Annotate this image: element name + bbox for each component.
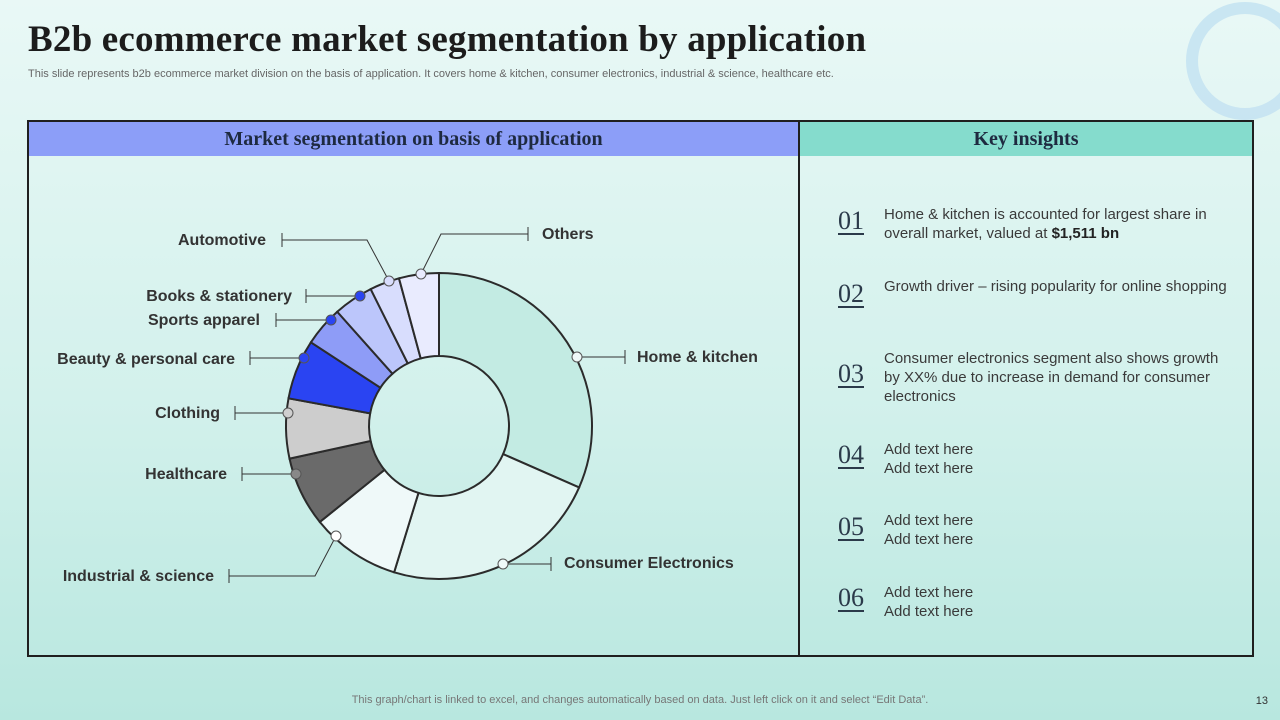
insight-number: 06 [838,583,864,612]
slice-label: Clothing [155,405,220,422]
slice-marker [415,268,427,280]
insight-highlight: $1,511 bn [1051,225,1120,242]
page-number: 13 [1255,695,1268,707]
insights-panel-header: Key insights [800,122,1252,156]
content-frame [27,120,1254,657]
page-title: B2b ecommerce market segmentation by app… [28,19,867,60]
slice-label: Automotive [178,232,266,249]
insight-number: 03 [838,359,864,388]
leader-line [229,535,337,577]
slice-marker [325,314,337,326]
slice-marker [290,468,302,480]
page-subtitle: This slide represents b2b ecommerce mark… [28,68,834,80]
slice-marker [282,407,294,419]
insight-text: Consumer electronics segment also shows … [884,349,1234,406]
slice-label: Consumer Electronics [564,555,734,572]
footer-note: This graph/chart is linked to excel, and… [351,694,929,706]
insight-text-line: Consumer electronics segment also shows … [884,350,1219,405]
slice-marker [298,352,310,364]
insight-text-line: Add text here [884,603,974,620]
slice-marker [383,275,395,287]
insight-number: 05 [838,512,864,541]
insight-text-line: Add text here [884,531,974,548]
slice-marker [497,558,509,570]
leader-line [282,239,390,282]
insight-number: 04 [838,440,864,469]
slice-label: Healthcare [145,466,227,483]
insight-text-line: Add text here [884,512,974,529]
insight-text-line: Add text here [884,460,974,477]
leader-line [420,233,528,275]
insight-text: Add text here Add text here [884,583,1234,621]
insight-text-line: Add text here [884,584,974,601]
insight-number: 02 [838,279,864,308]
insight-text-line: Add text here [884,441,974,458]
slice-label: Home & kitchen [637,349,758,366]
donut-slice[interactable] [392,452,581,580]
slice-label: Others [542,226,594,243]
slice-marker [354,290,366,302]
insight-text: Home & kitchen is accounted for largest … [884,205,1234,243]
insight-text: Add text here Add text here [884,511,1234,549]
donut-slice[interactable] [397,271,440,360]
donut-slice[interactable] [438,271,593,489]
chart-panel-header: Market segmentation on basis of applicat… [29,122,798,156]
slice-label: Industrial & science [63,568,214,585]
insight-text: Add text here Add text here [884,440,1234,478]
panel-divider [798,120,800,657]
slice-label: Books & stationery [146,288,292,305]
insight-text-line: Home & kitchen is accounted for largest … [884,206,1207,242]
slice-label: Sports apparel [148,312,260,329]
insight-text-line: Growth driver – rising popularity for on… [884,278,1227,295]
slice-marker [571,351,583,363]
insight-number: 01 [838,206,864,235]
slice-label: Beauty & personal care [57,351,235,368]
slice-marker [330,530,342,542]
insight-text: Growth driver – rising popularity for on… [884,277,1234,296]
